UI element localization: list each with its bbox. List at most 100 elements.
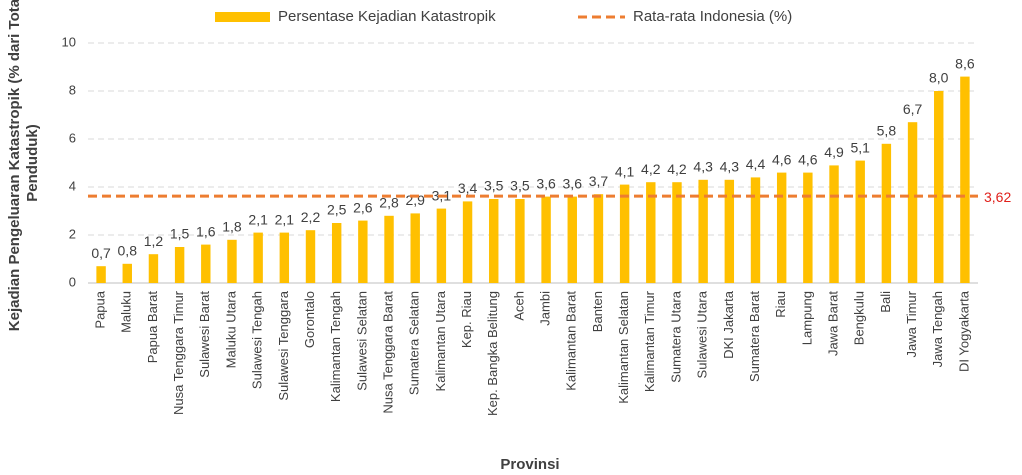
- data-label: 3,4: [458, 180, 478, 196]
- data-label: 1,8: [222, 219, 242, 235]
- data-label: 2,5: [327, 202, 347, 218]
- x-tick-label: Kalimantan Timur: [642, 290, 657, 392]
- data-label: 3,6: [536, 175, 556, 191]
- y-tick-label: 2: [69, 226, 76, 241]
- x-tick-label: Jawa Tengah: [930, 291, 945, 367]
- data-label: 4,3: [720, 159, 740, 175]
- bar: [881, 143, 892, 283]
- bar: [253, 232, 263, 283]
- bar: [541, 196, 551, 283]
- bar: [619, 184, 630, 283]
- bar: [174, 247, 185, 283]
- data-label: 8,0: [929, 70, 949, 86]
- bar: [462, 201, 473, 283]
- data-label: 2,2: [301, 209, 321, 225]
- x-tick-label: Sumatera Selatan: [407, 291, 422, 395]
- bar: [960, 76, 970, 283]
- data-label: 4,3: [693, 159, 713, 175]
- x-tick-label: Kalimantan Utara: [433, 290, 448, 391]
- x-tick-label: Lampung: [799, 291, 814, 345]
- bar: [515, 199, 525, 283]
- y-tick-label: 10: [62, 34, 76, 49]
- data-label: 1,6: [196, 223, 216, 239]
- bar: [593, 194, 604, 283]
- data-label: 2,6: [353, 199, 373, 215]
- data-label: 4,2: [667, 161, 687, 177]
- bar: [724, 179, 735, 283]
- x-tick-label: Maluku Utara: [223, 290, 238, 368]
- bar: [489, 199, 499, 283]
- x-tick-label: Papua Barat: [145, 291, 160, 364]
- legend-swatch: [215, 12, 270, 22]
- y-axis-title: Kejadian Pengeluaran Katastropik (% dari…: [6, 0, 41, 331]
- y-tick-label: 4: [69, 178, 76, 193]
- y-tick-label: 8: [69, 82, 76, 97]
- data-label: 1,2: [144, 233, 164, 249]
- x-tick-label: Bali: [878, 291, 893, 313]
- data-label: 2,1: [275, 211, 295, 227]
- data-label: 3,5: [484, 178, 504, 194]
- reference-label: 3,62: [984, 189, 1011, 205]
- data-label: 4,4: [746, 156, 766, 172]
- bar: [279, 232, 290, 283]
- x-tick-label: Sumatera Barat: [747, 291, 762, 382]
- data-label: 1,5: [170, 226, 190, 242]
- data-label: 8,6: [955, 55, 975, 71]
- data-label: 3,7: [589, 173, 609, 189]
- bar: [410, 213, 420, 283]
- data-label: 6,7: [903, 101, 923, 117]
- data-label: 2,9: [405, 192, 425, 208]
- data-label: 4,6: [798, 151, 818, 167]
- x-tick-label: Sumatera Utara: [668, 290, 683, 383]
- bar: [96, 266, 106, 283]
- data-label: 5,8: [877, 123, 897, 139]
- data-label: 4,6: [772, 151, 792, 167]
- bar: [750, 177, 761, 283]
- x-tick-label: Sulawesi Tengah: [250, 291, 265, 389]
- x-tick-label: Riau: [773, 291, 788, 318]
- data-label: 3,6: [563, 175, 583, 191]
- bar: [122, 263, 132, 283]
- bar: [907, 122, 918, 283]
- data-label: 3,5: [510, 178, 530, 194]
- x-tick-label: Kalimantan Barat: [564, 291, 579, 391]
- x-tick-label: Sulawesi Selatan: [354, 291, 369, 391]
- x-tick-label: Maluku: [119, 291, 134, 333]
- x-tick-label: Nusa Tenggara Timur: [171, 290, 186, 415]
- x-axis-title: Provinsi: [500, 456, 559, 473]
- y-tick-label: 0: [69, 274, 76, 289]
- bar: [567, 196, 577, 283]
- data-label: 2,8: [379, 195, 399, 211]
- bar: [672, 182, 682, 283]
- legend-label: Rata-rata Indonesia (%): [633, 8, 792, 25]
- x-tick-label: Kep. Riau: [459, 291, 474, 348]
- data-label: 5,1: [850, 139, 870, 155]
- bar: [436, 208, 447, 283]
- bar: [829, 165, 839, 283]
- data-label: 4,9: [824, 144, 844, 160]
- x-tick-label: DI Yogyakarta: [956, 290, 971, 372]
- bar: [358, 220, 368, 283]
- x-tick-label: Sulawesi Tenggara: [276, 290, 291, 400]
- bar: [331, 223, 342, 283]
- bar: [227, 239, 237, 283]
- x-tick-label: Sulawesi Utara: [695, 290, 710, 378]
- x-tick-label: Bengkulu: [852, 291, 867, 345]
- bar: [803, 172, 813, 283]
- data-label: 0,8: [118, 243, 138, 259]
- x-tick-label: Jawa Timur: [904, 290, 919, 357]
- bar: [305, 230, 316, 283]
- data-label: 0,7: [91, 245, 111, 261]
- x-tick-label: Gorontalo: [302, 291, 317, 348]
- bar: [201, 244, 211, 283]
- x-tick-label: Aceh: [511, 291, 526, 321]
- data-label: 4,2: [641, 161, 661, 177]
- x-tick-label: DKI Jakarta: [721, 290, 736, 359]
- x-tick-label: Jambi: [538, 291, 553, 326]
- bar: [934, 91, 944, 283]
- x-tick-label: Papua: [93, 290, 108, 328]
- legend-label: Persentase Kejadian Katastropik: [278, 8, 496, 25]
- bar: [855, 160, 865, 283]
- x-tick-label: Banten: [590, 291, 605, 332]
